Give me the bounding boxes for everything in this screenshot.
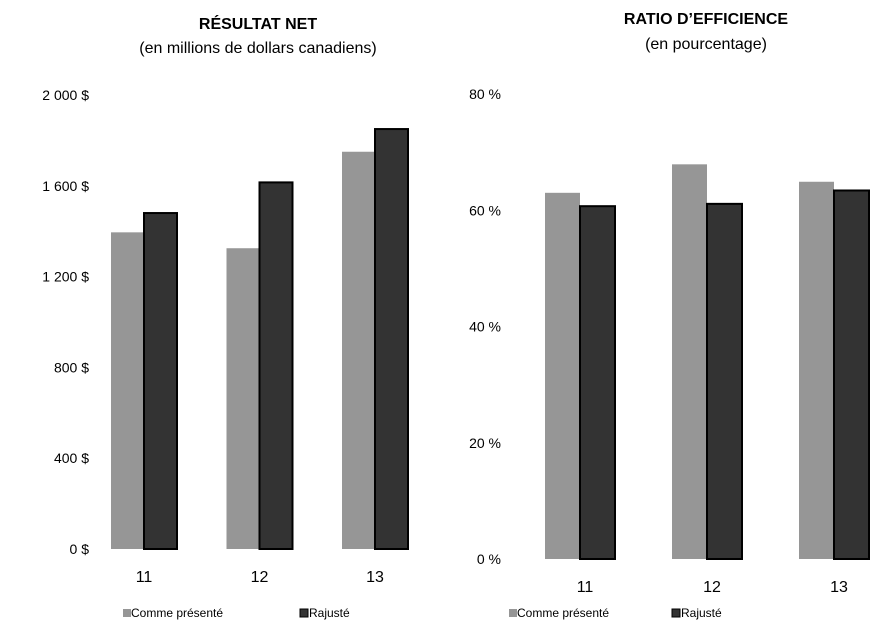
chart-2-bar-adjusted — [833, 189, 870, 561]
chart-1-y-tick-label: 2 000 $ — [42, 87, 89, 103]
chart-1-y-tick-label: 400 $ — [54, 450, 89, 466]
chart-2-bar-presented — [545, 192, 580, 559]
chart-1-y-tick-label: 800 $ — [54, 359, 89, 375]
chart-2-bar-adjusted — [706, 202, 743, 560]
chart-2-x-tick-label: 13 — [830, 579, 848, 596]
chart-1-y-tick-label: 1 600 $ — [42, 178, 89, 194]
chart-1-legend-swatch-adjusted — [299, 608, 309, 618]
chart-1-subtitle: (en millions de dollars canadiens) — [139, 40, 376, 57]
chart-1-y-tick-label: 0 $ — [70, 541, 90, 557]
chart-2-y-tick-label: 60 % — [469, 202, 501, 218]
chart-1-legend-swatch-presented — [123, 609, 131, 617]
chart-2-bar-adjusted — [579, 205, 616, 560]
chart-2-x-tick-label: 12 — [703, 579, 721, 596]
chart-2-bar-presented — [672, 164, 707, 560]
chart-1-y-tick-label: 1 200 $ — [42, 269, 89, 285]
chart-2-y-tick-label: 40 % — [469, 319, 501, 335]
chart-2-title: RATIO D’EFFICIENCE — [624, 11, 788, 28]
chart-1-x-tick-label: 12 — [251, 569, 269, 586]
chart-1-title: RÉSULTAT NET — [199, 14, 317, 33]
chart-2-y-tick-label: 80 % — [469, 86, 501, 102]
chart-1-legend-label-presented: Comme présenté — [131, 606, 223, 620]
chart-1-x-tick-label: 13 — [366, 569, 384, 586]
chart-1-bar-presented — [342, 151, 375, 549]
chart-2-bar-presented — [799, 181, 834, 560]
chart-2-subtitle: (en pourcentage) — [645, 36, 767, 53]
plot-layer: 0 $ 400 $ 800 $ 1 200 $ 1 600 $ 2 000 $ 11 12 13… — [42, 86, 870, 596]
chart-1-legend-label-adjusted: Rajusté — [309, 606, 350, 620]
chart-2-legend-label-adjusted: Rajusté — [681, 606, 722, 620]
chart-1-bar-presented — [111, 232, 144, 549]
chart-1-bar-adjusted — [143, 212, 178, 550]
chart-2-y-tick-label: 0 % — [477, 551, 501, 567]
chart-1-bar-adjusted — [258, 181, 294, 551]
chart-2-legend-swatch-presented — [509, 609, 517, 617]
chart-2-x-tick-label: 11 — [577, 579, 594, 596]
chart-1-bar-adjusted — [374, 128, 409, 551]
chart-2-legend-swatch-adjusted — [671, 608, 681, 618]
chart-1-x-tick-label: 11 — [136, 569, 153, 586]
chart-2-y-tick-label: 20 % — [469, 435, 501, 451]
chart-2-legend-label-presented: Comme présenté — [517, 606, 609, 620]
chart-1-bar-presented — [226, 248, 260, 549]
